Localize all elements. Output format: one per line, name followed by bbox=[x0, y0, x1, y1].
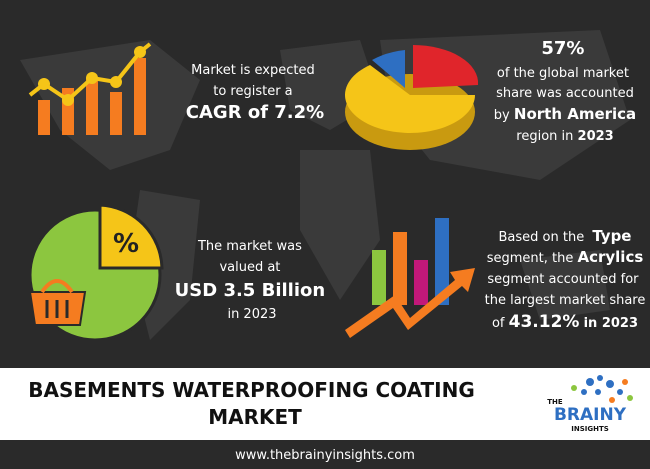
segment-name: Acrylics bbox=[577, 248, 643, 266]
region-text: 57% of the global market share was accou… bbox=[496, 38, 634, 101]
segment-line-text: the largest market share bbox=[485, 293, 646, 308]
segment-year: in 2023 bbox=[584, 316, 638, 331]
size-text: The market was valued at USD 3.5 Billion… bbox=[175, 239, 330, 322]
footer-url: www.thebrainyinsights.com bbox=[235, 448, 415, 463]
segment-lines: segment accounted for the largest market… bbox=[485, 272, 646, 308]
logo: THE BRAINY INSIGHTS bbox=[547, 375, 633, 433]
footer-band bbox=[0, 440, 650, 469]
region-by: by North America bbox=[494, 105, 636, 123]
logo-brainy: BRAINY bbox=[554, 405, 627, 425]
bars-icon bbox=[345, 218, 475, 338]
title-line: MARKET bbox=[208, 405, 302, 429]
segment-text: Based on the Type bbox=[499, 227, 632, 245]
segment-of: of bbox=[492, 316, 505, 331]
logo-insights: INSIGHTS bbox=[571, 425, 609, 433]
cagr-line: Market is expected bbox=[191, 63, 315, 78]
region-tail-word: region in bbox=[516, 129, 573, 144]
size-highlight: USD 3.5 Billion bbox=[175, 280, 326, 301]
segment-type: Type bbox=[592, 227, 631, 245]
segment-share: 43.12% bbox=[509, 312, 580, 332]
title: BASEMENTS WATERPROOFING COATING MARKET bbox=[28, 378, 481, 429]
region-name: North America bbox=[514, 105, 636, 123]
segment-line-2: segment, the Acrylics bbox=[487, 248, 644, 266]
segment-mid: segment, the bbox=[487, 251, 574, 266]
region-by-word: by bbox=[494, 108, 510, 123]
percent-icon: % bbox=[28, 203, 164, 342]
region-year: 2023 bbox=[578, 129, 614, 144]
cagr-text: Market is expected to register a CAGR of… bbox=[186, 63, 324, 123]
segment-line-text: segment accounted for bbox=[487, 272, 639, 287]
segment-intro: Based on the bbox=[499, 230, 585, 245]
size-line: valued at bbox=[219, 260, 280, 275]
title-line: BASEMENTS WATERPROOFING COATING bbox=[28, 378, 474, 402]
region-line: of the global market bbox=[497, 66, 629, 81]
region-line: share was accounted bbox=[496, 86, 634, 101]
size-year: in 2023 bbox=[227, 307, 276, 322]
cagr-highlight: CAGR of 7.2% bbox=[186, 102, 324, 123]
size-line: The market was bbox=[197, 239, 302, 254]
cagr-line: to register a bbox=[213, 84, 292, 99]
percent-symbol: % bbox=[113, 229, 139, 259]
title-band bbox=[0, 368, 650, 440]
region-tail: region in 2023 bbox=[516, 129, 613, 144]
logo-the: THE bbox=[547, 398, 563, 406]
region-share: 57% bbox=[541, 38, 584, 59]
growth-icon bbox=[28, 42, 152, 135]
pie-icon bbox=[345, 44, 479, 150]
segment-last: of 43.12% in 2023 bbox=[492, 312, 638, 332]
